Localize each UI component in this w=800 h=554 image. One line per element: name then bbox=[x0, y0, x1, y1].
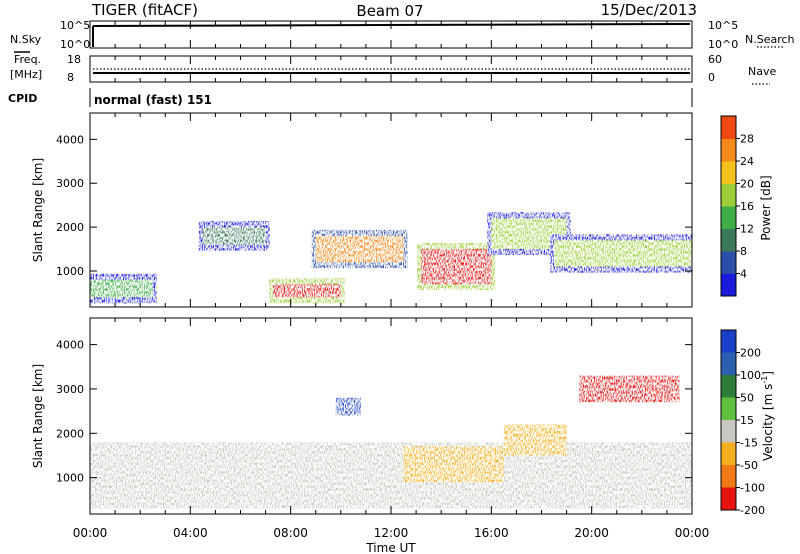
date-title: 15/Dec/2013 bbox=[601, 1, 697, 19]
velocity-colorbar-label: 15 bbox=[740, 414, 754, 427]
velocity-ytick-label: 2000 bbox=[56, 427, 84, 440]
velocity-ytick-label: 3000 bbox=[56, 383, 84, 396]
velocity-feature bbox=[403, 446, 504, 483]
power-ytick-label: 3000 bbox=[56, 177, 84, 190]
power-colorbar-label: 24 bbox=[740, 155, 754, 168]
nsearch-label: N.Search bbox=[745, 33, 795, 46]
power-heatmap bbox=[90, 212, 692, 304]
time-axis: 00:00 04:00 08:00 12:00 16:00 20:00 00:00 bbox=[73, 21, 710, 540]
power-colorbar-label: 16 bbox=[740, 200, 754, 213]
velocity-axes: 1000 2000 3000 4000 bbox=[56, 339, 692, 485]
power-panel-frame bbox=[89, 112, 693, 308]
time-tick-label: 16:00 bbox=[474, 526, 509, 540]
power-colorbar-label: 28 bbox=[740, 133, 754, 146]
power-colorbar-cell bbox=[721, 206, 736, 229]
velocity-colorbar-cell bbox=[721, 375, 736, 398]
power-axes: 1000 2000 3000 4000 bbox=[56, 133, 692, 278]
time-tick-label: 00:00 bbox=[675, 526, 710, 540]
velocity-colorbar-cell bbox=[721, 465, 736, 488]
nsearch-tick-bottom: 10^0 bbox=[708, 38, 738, 51]
velocity-colorbar-label: -15 bbox=[740, 437, 758, 450]
power-colorbar-label: Power [dB] bbox=[759, 175, 773, 240]
velocity-colorbar-label: Velocity [m s-1] bbox=[760, 371, 775, 461]
velocity-colorbar-label: -100 bbox=[740, 482, 765, 495]
nave-label: Nave bbox=[748, 65, 776, 78]
power-colorbar-cell bbox=[721, 183, 736, 207]
power-ytick-label: 1000 bbox=[56, 265, 84, 278]
velocity-colorbar-label: -50 bbox=[740, 459, 758, 472]
power-feature bbox=[202, 227, 266, 245]
velocity-colorbar-label: 50 bbox=[740, 392, 754, 405]
power-ytick-label: 2000 bbox=[56, 221, 84, 234]
cpid-value: normal (fast) 151 bbox=[94, 93, 212, 107]
velocity-colorbar-label: -200 bbox=[740, 504, 765, 517]
velocity-colorbar-cell bbox=[721, 397, 736, 421]
velocity-ylabel: Slant Range [km] bbox=[31, 364, 45, 468]
power-colorbar-cell bbox=[721, 251, 736, 274]
velocity-feature bbox=[90, 442, 692, 509]
power-colorbar-cell bbox=[721, 161, 736, 184]
velocity-colorbar-cell bbox=[721, 487, 736, 511]
time-tick-label: 04:00 bbox=[173, 526, 208, 540]
power-feature bbox=[315, 235, 404, 263]
velocity-ytick-label: 4000 bbox=[56, 339, 84, 352]
velocity-colorbar-cell bbox=[721, 420, 736, 443]
power-colorbar: 4 8 12 16 20 24 28 bbox=[720, 115, 754, 297]
power-feature bbox=[554, 240, 692, 267]
power-colorbar-label: 8 bbox=[740, 245, 747, 258]
freq-label-2: [MHz] bbox=[10, 68, 42, 81]
time-axis-label: Time UT bbox=[365, 541, 416, 554]
power-feature bbox=[421, 249, 492, 285]
freq-tick-bottom: 8 bbox=[67, 71, 74, 84]
velocity-feature bbox=[579, 375, 680, 403]
nsky-tick-top: 10^5 bbox=[60, 19, 90, 32]
power-colorbar-label: 20 bbox=[740, 178, 754, 191]
velocity-colorbar-cell bbox=[721, 442, 736, 466]
power-ylabel: Slant Range [km] bbox=[31, 158, 45, 262]
velocity-feature bbox=[335, 397, 361, 416]
velocity-colorbar: 200 100 50 15 -15 -50 -100 -200 bbox=[720, 329, 765, 517]
freq-label-1: Freq. bbox=[14, 53, 41, 66]
power-feature bbox=[90, 279, 153, 298]
power-colorbar-cell bbox=[721, 273, 736, 297]
velocity-colorbar-label: 200 bbox=[740, 347, 761, 360]
power-colorbar-cell bbox=[721, 116, 736, 139]
nsky-label: N.Sky bbox=[10, 33, 42, 46]
power-colorbar-cell bbox=[721, 138, 736, 162]
nsearch-tick-top: 10^5 bbox=[708, 19, 738, 32]
time-tick-label: 08:00 bbox=[273, 526, 308, 540]
power-colorbar-label: 4 bbox=[740, 268, 747, 281]
nave-tick-bottom: 0 bbox=[708, 71, 715, 84]
power-ytick-label: 4000 bbox=[56, 133, 84, 146]
power-feature bbox=[273, 284, 341, 298]
velocity-heatmap bbox=[90, 375, 692, 509]
nave-tick-top: 60 bbox=[708, 53, 722, 66]
velocity-colorbar-cell bbox=[721, 352, 736, 376]
power-colorbar-cell bbox=[721, 228, 736, 252]
power-colorbar-label: 12 bbox=[740, 223, 754, 236]
time-tick-label: 20:00 bbox=[574, 526, 609, 540]
velocity-ytick-label: 1000 bbox=[56, 472, 84, 485]
time-tick-label: 12:00 bbox=[374, 526, 409, 540]
velocity-feature bbox=[503, 424, 567, 456]
velocity-colorbar-label: 100 bbox=[740, 369, 761, 382]
nsky-tick-bottom: 10^0 bbox=[60, 38, 90, 51]
beam-title: Beam 07 bbox=[356, 2, 423, 20]
radar-title: TIGER (fitACF) bbox=[91, 1, 198, 19]
velocity-colorbar-cell bbox=[721, 330, 736, 353]
time-tick-label: 00:00 bbox=[73, 526, 108, 540]
freq-tick-top: 18 bbox=[67, 53, 81, 66]
cpid-label: CPID bbox=[8, 92, 37, 105]
